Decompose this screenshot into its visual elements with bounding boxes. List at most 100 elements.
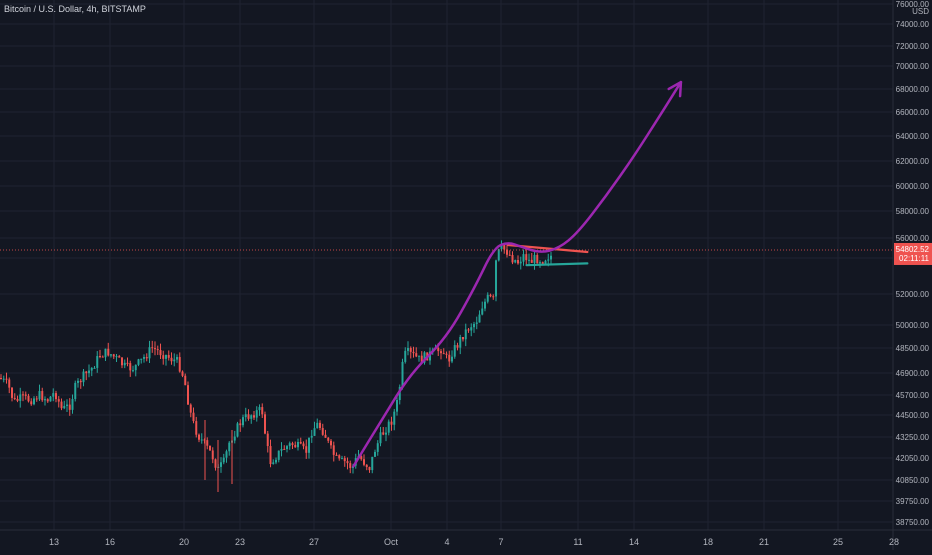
last-price-countdown: 02:11:11 [899,254,930,263]
candle-body [385,432,387,435]
candle-body [321,427,324,435]
candle-body [55,393,57,400]
time-axis-label: 14 [629,537,639,547]
price-axis-label: 48500.00 [896,344,930,353]
candle-body [140,358,143,360]
candle-body [539,262,541,264]
price-axis-label: 56000.00 [896,234,930,243]
candle-body [0,378,2,379]
candle-body [519,261,522,264]
candle-body [5,378,8,380]
candle-body [189,404,192,413]
price-axis-label: 58000.00 [896,207,930,216]
candle-body [77,380,79,383]
time-axis-label: 7 [498,537,503,547]
candle-body [283,448,286,450]
candle-body [541,262,544,264]
candle-body [104,348,107,358]
candle-body [148,347,151,359]
price-axis-label: 43250.00 [896,433,930,442]
candle-body [393,411,396,425]
candle-body [38,391,41,400]
candle-body [49,396,52,402]
candle-body [390,421,393,425]
candle-body [324,434,327,438]
candle-body [481,308,484,315]
candle-body [536,254,539,264]
candle-body [41,391,44,401]
candle-body [470,327,473,331]
time-axis-label: 13 [49,537,59,547]
price-axis-label: 70000.00 [896,62,930,71]
candle-body [374,451,376,457]
candle-body [420,355,423,363]
candle-body [255,410,258,418]
time-axis-label: 21 [759,537,769,547]
candle-body [8,379,11,388]
price-axis-label: 38750.00 [896,518,930,527]
candle-body [110,354,112,356]
price-axis-label: 42050.00 [896,454,930,463]
price-axis-label: 52000.00 [896,290,930,299]
candle-body [236,423,239,437]
candle-body [363,459,365,465]
candle-body [448,354,451,362]
candle-body [96,356,99,368]
candle-body [547,259,550,261]
candle-body [121,357,123,366]
candle-body [401,361,404,387]
candle-body [57,399,60,402]
candle-body [503,244,506,250]
candle-body [338,455,341,459]
candle-body [360,456,363,460]
candle-body [173,359,176,362]
candle-body [530,259,533,263]
candle-body [280,448,283,451]
candle-body [126,362,129,364]
candle-body [473,323,475,328]
candle-body [550,255,552,260]
candle-body [60,401,63,409]
candle-body [467,329,470,331]
candle-body [412,351,415,354]
candle-body [313,428,316,436]
candle-body [310,435,313,438]
candle-body [19,394,22,401]
price-axis-label: 72000.00 [896,42,930,51]
candle-body [233,436,236,441]
candle-body [244,414,247,418]
candle-body [123,362,126,366]
candle-body [82,371,85,383]
candle-body [368,467,371,471]
time-axis-label: 4 [444,537,449,547]
candle-body [214,459,217,468]
candle-body [181,371,184,376]
candle-body [112,354,115,357]
candle-body [335,454,338,456]
candle-body [162,355,165,359]
candle-body [456,345,459,348]
candle-body [129,363,132,371]
price-axis-label: 44500.00 [896,411,930,420]
candle-body [209,445,211,451]
candle-body [74,382,77,399]
time-axis-label: 18 [703,537,713,547]
candle-body [151,347,154,349]
price-axis-label: 62000.00 [896,157,930,166]
projection-arrow [352,80,683,468]
candle-body [302,443,305,447]
candle-body [332,445,335,455]
candle-body [220,462,222,467]
support-trendline [525,262,589,267]
candle-body [258,407,261,411]
time-axis-label: 20 [179,537,189,547]
candle-body [167,355,170,358]
candle-body [156,349,159,351]
candle-body [514,259,517,263]
candle-body [297,442,299,448]
price-axis-label: 39750.00 [896,497,930,506]
candle-body [66,404,68,406]
candle-body [327,437,330,441]
